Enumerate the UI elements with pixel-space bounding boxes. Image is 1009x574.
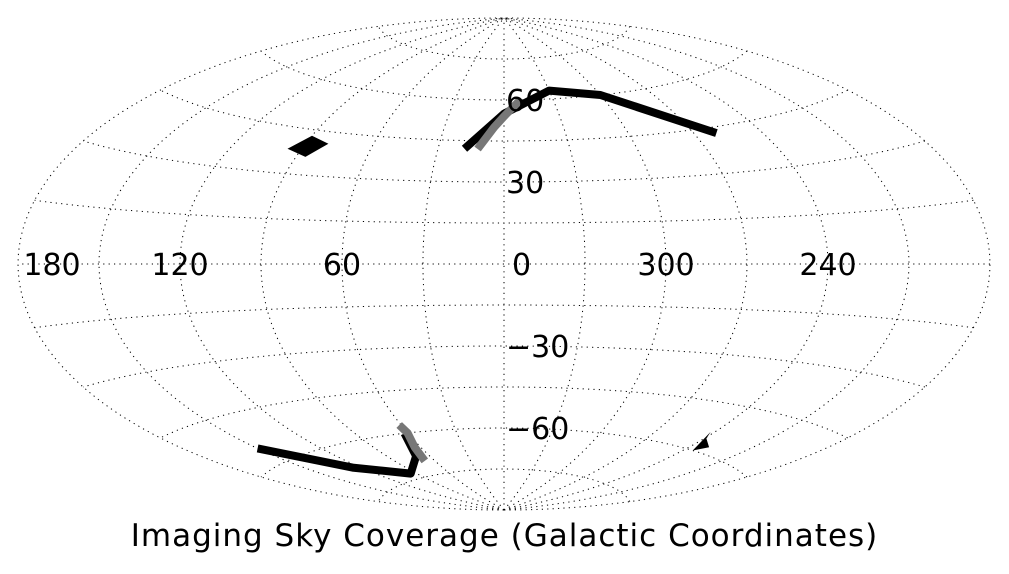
chart-title: Imaging Sky Coverage (Galactic Coordinat…: [130, 518, 879, 554]
axis-labels: 180 120 60 0 300 240 60 30 −30 −60: [23, 84, 856, 447]
longitude-tick-label: 0: [512, 248, 531, 283]
parallel: [160, 89, 848, 142]
latitude-tick-label: 60: [506, 84, 544, 119]
longitude-tick-label: 300: [637, 248, 694, 283]
parallel: [160, 386, 848, 439]
coverage-patch: [692, 431, 711, 451]
meridian: [422, 17, 505, 511]
parallel: [377, 468, 631, 502]
latitude-tick-label: 30: [506, 166, 544, 201]
meridian: [341, 17, 505, 511]
parallel: [34, 304, 974, 329]
parallel: [260, 427, 748, 478]
parallel: [377, 26, 631, 60]
longitude-tick-label: 240: [799, 248, 856, 283]
meridian: [179, 17, 505, 511]
coverage-stripe: [256, 431, 421, 478]
coverage-regions: [256, 86, 718, 478]
longitude-tick-label: 120: [151, 248, 208, 283]
coverage-stripe: [474, 97, 524, 152]
meridian: [17, 17, 505, 511]
coverage-patch: [287, 135, 329, 157]
latitude-tick-label: −30: [506, 330, 569, 365]
longitude-tick-label: 180: [23, 248, 80, 283]
parallel: [34, 199, 974, 224]
meridian: [503, 17, 910, 511]
meridian: [98, 17, 505, 511]
longitude-tick-label: 60: [323, 248, 361, 283]
coverage-stripe: [396, 422, 429, 464]
latitude-tick-label: −60: [506, 412, 569, 447]
parallel: [260, 50, 748, 101]
parallel: [82, 345, 926, 388]
graticule: [17, 17, 991, 511]
parallel: [82, 140, 926, 183]
